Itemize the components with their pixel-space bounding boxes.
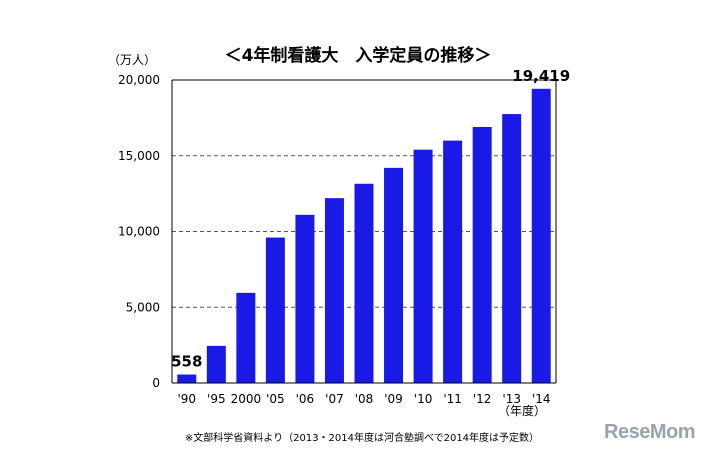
x-tick-label: 2000: [231, 392, 262, 406]
data-label: 558: [171, 353, 202, 371]
x-tick-labels: '90 '95 2000 '05 '06 '07 '08 '09 '10 '11 '12 '13 '14: [177, 392, 550, 406]
x-tick-label: '07: [325, 392, 344, 406]
bar: [177, 374, 197, 383]
x-tick-label: '13: [502, 392, 521, 406]
y-tick-label: 20,000: [118, 73, 160, 87]
x-tick-label: '95: [207, 392, 226, 406]
data-label: 19,419: [512, 67, 570, 85]
x-tick-label: '90: [177, 392, 196, 406]
bar: [384, 167, 404, 383]
bar: [502, 114, 522, 384]
bar: [443, 140, 463, 383]
footnote: ※文部科学省資料より（2013・2014年度は河合塾調べで2014年度は予定数）: [185, 431, 539, 444]
bar: [413, 149, 433, 383]
x-tick-label: '14: [532, 392, 551, 406]
y-tick-labels: 0 5,000 10,000 15,000 20,000: [118, 73, 160, 390]
bar: [324, 198, 344, 383]
x-tick-label: '11: [443, 392, 462, 406]
chart-title: ＜4年制看護大 入学定員の推移＞: [225, 45, 492, 66]
bar: [531, 88, 551, 383]
y-tick-label: 15,000: [118, 149, 160, 163]
y-tick-label: 0: [152, 376, 160, 390]
x-tick-label: '12: [473, 392, 492, 406]
x-tick-label: '05: [266, 392, 285, 406]
y-tick-label: 10,000: [118, 225, 160, 239]
bar: [206, 345, 226, 383]
x-tick-label: '10: [414, 392, 433, 406]
x-tick-label: '06: [296, 392, 315, 406]
bars: [177, 88, 551, 384]
bar: [265, 237, 285, 383]
x-tick-label: '08: [355, 392, 374, 406]
bar: [354, 183, 374, 383]
y-unit-label: （万人）: [108, 53, 156, 67]
y-tick-label: 5,000: [126, 300, 160, 314]
resemom-logo: ReseMom: [604, 421, 695, 443]
x-axis-note: （年度）: [498, 403, 546, 418]
x-tick-label: '09: [384, 392, 403, 406]
bar: [236, 292, 256, 383]
bar: [472, 126, 492, 383]
bar: [295, 214, 315, 383]
